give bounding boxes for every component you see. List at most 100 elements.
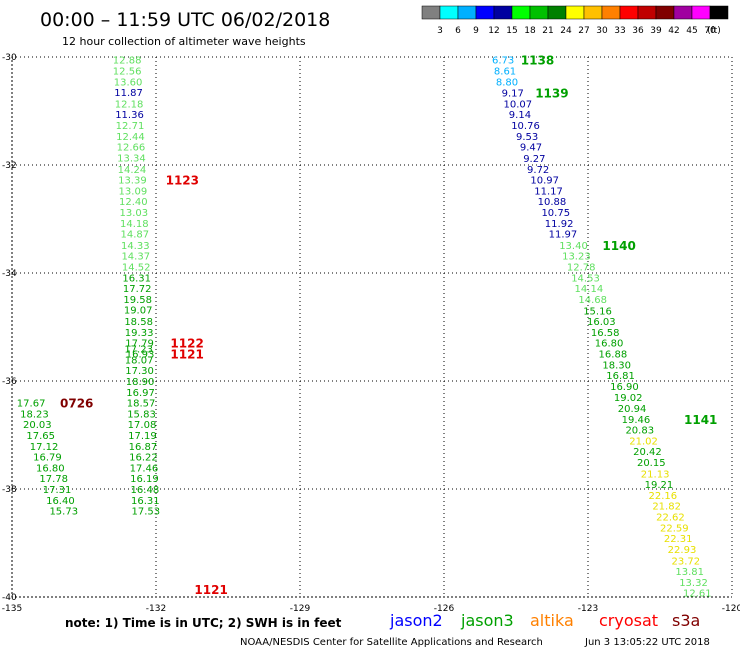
legend-swatch: [655, 5, 675, 20]
wave-height-label: 12.40: [119, 197, 148, 208]
wave-height-label: 16.03: [587, 317, 616, 328]
wave-height-label: 12.66: [117, 143, 146, 154]
wave-height-label: 17.65: [26, 431, 55, 442]
wave-height-label: 9.14: [509, 110, 531, 121]
legend-label: 15: [506, 26, 517, 36]
legend-label: 30: [596, 26, 608, 36]
x-tick-label: -123: [578, 604, 598, 614]
wave-height-label: 17.23: [124, 345, 153, 356]
cycle-label: 1140: [602, 239, 635, 253]
credit-text: NOAA/NESDIS Center for Satellite Applica…: [240, 637, 543, 648]
satellite-s3a: s3a: [672, 611, 700, 630]
wave-height-label: 17.53: [132, 507, 161, 518]
wave-height-label: 8.61: [494, 67, 516, 78]
wave-height-label: 15.73: [49, 507, 78, 518]
y-tick-label: -34: [2, 269, 17, 279]
wave-height-label: 16.31: [122, 273, 151, 284]
wave-height-label: 22.16: [648, 491, 677, 502]
wave-height-label: 11.87: [114, 88, 143, 99]
wave-height-label: 13.60: [114, 77, 143, 88]
wave-height-label: 12.88: [113, 56, 142, 67]
wave-height-label: 8.80: [496, 77, 518, 88]
wave-height-label: 17.46: [130, 463, 159, 474]
legend-swatch: [601, 5, 621, 20]
wave-height-label: 20.83: [625, 426, 654, 437]
legend-swatch: [421, 5, 441, 20]
wave-height-label: 23.72: [672, 556, 701, 567]
satellite-legend: jason2 jason3 altika cryosat s3a: [389, 611, 700, 630]
y-tick-label: -30: [2, 53, 17, 63]
axis-ticks: -135 -132 -129 -126 -123 -120 -30 -32 -34 -36 -38 -…: [2, 53, 740, 614]
wave-height-label: 18.23: [20, 409, 49, 420]
wave-height-label: 19.33: [125, 328, 154, 339]
x-tick-label: -129: [290, 604, 311, 614]
legend-label: 70: [704, 26, 716, 36]
cycle-label: 1123: [166, 174, 199, 188]
color-legend: 3 6 9 12 15 18 21 24 27 30 33 36 39 42 45 70(ft): [421, 5, 729, 36]
legend-swatch: [457, 5, 477, 20]
wave-height-label: 16.80: [595, 339, 624, 350]
wave-height-label: 17.72: [123, 284, 152, 295]
wave-height-label: 9.47: [520, 143, 542, 154]
wave-height-label: 17.08: [128, 420, 157, 431]
wave-height-label: 17.31: [43, 485, 72, 496]
legend-swatch: [511, 5, 531, 20]
legend-label: 12: [488, 26, 499, 36]
cycle-label: 1122: [170, 337, 203, 351]
wave-height-label: 21.13: [641, 469, 670, 480]
wave-height-label: 10.88: [538, 197, 567, 208]
wave-height-label: 11.36: [115, 110, 144, 121]
wave-height-label: 18.30: [602, 360, 631, 371]
wave-height-label: 20.94: [618, 404, 647, 415]
wave-height-label: 12.78: [567, 263, 596, 274]
y-tick-label: -38: [2, 485, 17, 495]
wave-height-label: 13.34: [117, 153, 146, 164]
wave-height-label: 12.61: [683, 589, 712, 600]
legend-label: 18: [524, 26, 536, 36]
legend-label: 39: [650, 26, 662, 36]
wave-height-label: 14.18: [120, 219, 149, 230]
wave-height-label: 6.73: [492, 56, 514, 67]
wave-height-label: 14.14: [575, 284, 604, 295]
y-tick-label: -32: [2, 161, 17, 171]
legend-label: 24: [560, 26, 572, 36]
wave-height-label: 15.83: [127, 409, 156, 420]
wave-height-label: 22.31: [664, 534, 693, 545]
legend-swatch: [439, 5, 459, 20]
wave-height-label: 11.97: [549, 230, 578, 241]
legend-swatch: [547, 5, 567, 20]
wave-height-label: 15.16: [583, 306, 612, 317]
wave-height-label: 14.53: [571, 273, 600, 284]
wave-height-label: 14.24: [118, 165, 147, 176]
y-tick-label: -40: [2, 593, 17, 603]
wave-height-label: 13.09: [119, 186, 148, 197]
wave-height-label: 20.03: [23, 420, 52, 431]
wave-height-label: 14.33: [121, 241, 150, 252]
legend-swatch: [673, 5, 693, 20]
y-tick-label: -36: [2, 377, 17, 387]
legend-swatch: [637, 5, 657, 20]
chart-title: 00:00 – 11:59 UTC 06/02/2018: [40, 9, 330, 31]
legend-swatch: [475, 5, 495, 20]
wave-height-label: 17.19: [128, 431, 157, 442]
satellite-altika: altika: [530, 611, 574, 630]
satellite-jason3: jason3: [460, 611, 514, 630]
cycle-label: 1139: [535, 87, 568, 101]
wave-height-label: 16.22: [129, 453, 158, 464]
wave-height-label: 9.72: [527, 165, 549, 176]
wave-height-label: 16.97: [126, 388, 155, 399]
wave-height-label: 12.71: [116, 121, 145, 132]
wave-height-label: 16.88: [599, 349, 628, 360]
wave-height-label: 22.93: [668, 545, 697, 556]
wave-height-label: 17.12: [30, 442, 59, 453]
wave-height-label: 13.81: [675, 567, 704, 578]
x-tick-label: -135: [2, 604, 22, 614]
legend-swatch: [583, 5, 603, 20]
legend-swatch: [619, 5, 639, 20]
wave-height-label: 16.90: [610, 382, 639, 393]
wave-height-label: 11.92: [545, 219, 574, 230]
wave-height-label: 16.81: [606, 371, 635, 382]
legend-label: 27: [578, 26, 589, 36]
wave-height-label: 14.37: [121, 252, 150, 263]
wave-height-label: 14.87: [120, 230, 149, 241]
